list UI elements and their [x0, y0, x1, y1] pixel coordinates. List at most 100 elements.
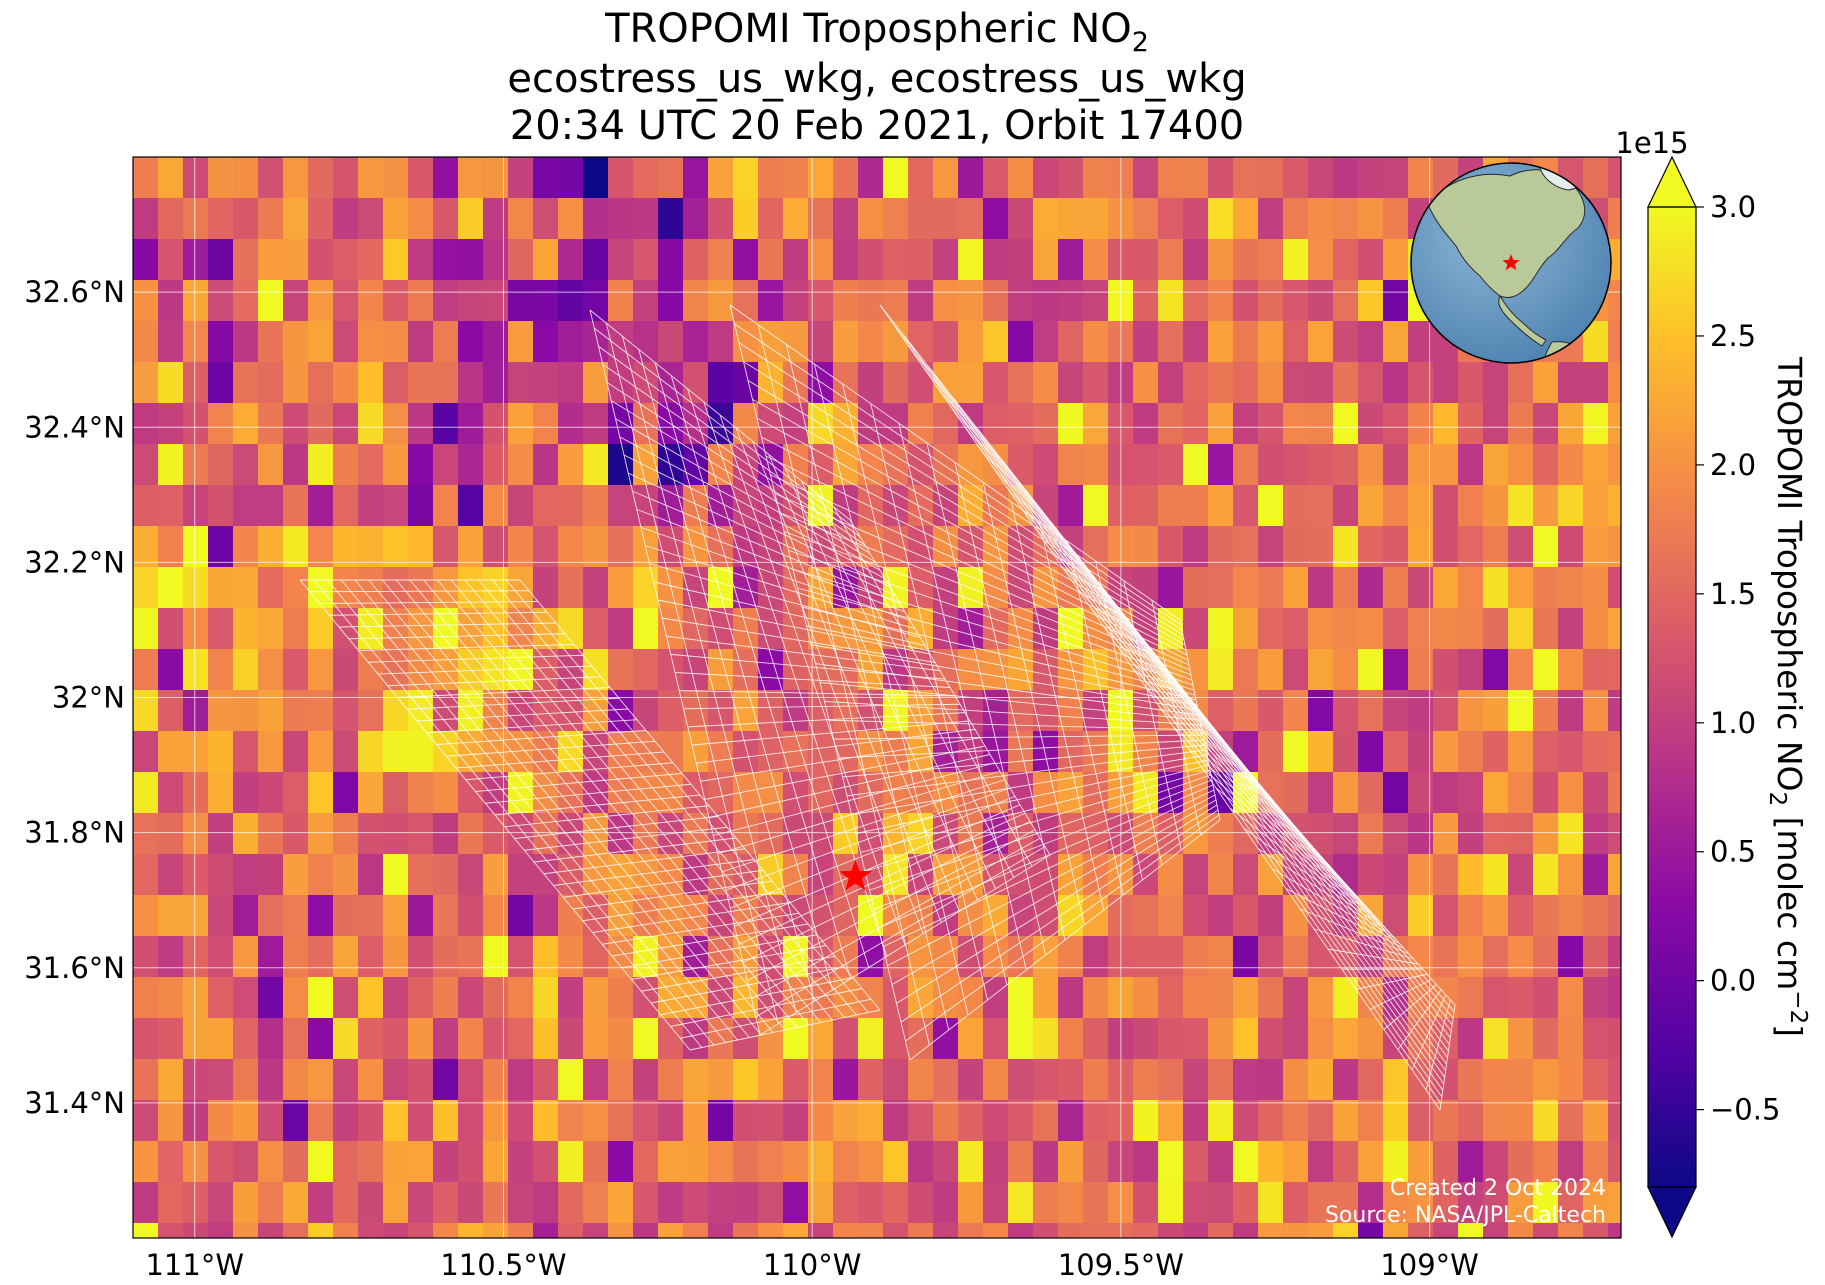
footprint-line [485, 783, 692, 804]
lon-tick-label: 110°W [763, 1248, 862, 1282]
no2-pixel [1158, 977, 1184, 1019]
no2-pixel [1233, 936, 1259, 978]
no2-pixel [1608, 280, 1621, 322]
no2-pixel [1608, 362, 1621, 404]
no2-pixel [1358, 485, 1384, 527]
no2-pixel [733, 198, 759, 240]
no2-pixel [983, 936, 1009, 978]
footprint-line [514, 816, 719, 839]
no2-pixel [283, 157, 309, 199]
no2-pixel [208, 854, 234, 896]
no2-pixel [183, 198, 209, 240]
no2-pixel [483, 403, 509, 445]
no2-pixel [1358, 731, 1384, 773]
footprint-line [645, 545, 916, 630]
no2-pixel [1033, 1141, 1059, 1183]
no2-pixel [1333, 239, 1359, 281]
no2-pixel [1583, 485, 1609, 527]
no2-pixel [258, 1100, 284, 1142]
no2-pixel [433, 1059, 459, 1101]
no2-pixel [1358, 280, 1384, 322]
no2-pixel [358, 1182, 384, 1224]
no2-pixel [1083, 1182, 1109, 1224]
footprint-line [1145, 687, 1359, 898]
no2-pixel [183, 649, 209, 691]
no2-pixel [708, 526, 734, 568]
no2-pixel [458, 1018, 484, 1060]
colorbar-frame [1647, 206, 1697, 1188]
no2-pixel [858, 690, 884, 732]
no2-pixel [283, 772, 309, 814]
no2-pixel [1458, 977, 1484, 1019]
no2-pixel [608, 1018, 634, 1060]
no2-pixel [958, 321, 984, 363]
globe-north-america [1427, 169, 1586, 299]
no2-pixel [708, 321, 734, 363]
no2-pixel [858, 1141, 884, 1183]
no2-pixel [758, 239, 784, 281]
footprint-line [319, 601, 539, 604]
no2-pixel [333, 526, 359, 568]
no2-pixel [1283, 1018, 1309, 1060]
no2-pixel [833, 936, 859, 978]
no2-pixel [783, 1100, 809, 1142]
no2-pixel [283, 1223, 309, 1238]
footprint-line [679, 690, 956, 697]
no2-pixel [558, 977, 584, 1019]
no2-pixel [358, 198, 384, 240]
no2-pixel [933, 239, 959, 281]
no2-pixel [1508, 1100, 1534, 1142]
lat-tick-label: 32°N [52, 681, 125, 715]
no2-pixel [483, 1141, 509, 1183]
no2-pixel [1533, 1100, 1559, 1142]
no2-pixel [133, 280, 159, 322]
no2-pixel [983, 1223, 1009, 1238]
no2-pixel [183, 280, 209, 322]
no2-pixel [1508, 485, 1534, 527]
no2-pixel [433, 772, 459, 814]
no2-pixel [1333, 1182, 1359, 1224]
no2-pixel [683, 280, 709, 322]
footprint-line [1299, 908, 1409, 955]
no2-pixel [208, 362, 234, 404]
title-subscript: 2 [1131, 27, 1149, 58]
no2-pixel [1458, 1141, 1484, 1183]
no2-pixel [1333, 936, 1359, 978]
no2-pixel [258, 854, 284, 896]
no2-pixel [183, 608, 209, 650]
no2-pixel [683, 1223, 709, 1238]
no2-pixel [258, 157, 284, 199]
no2-pixel [1083, 1018, 1109, 1060]
no2-pixel [358, 936, 384, 978]
no2-pixel [933, 321, 959, 363]
no2-pixel [1483, 362, 1509, 404]
no2-pixel [508, 608, 534, 650]
no2-pixel [358, 403, 384, 445]
no2-pixel [1508, 403, 1534, 445]
no2-pixel [1183, 157, 1209, 199]
no2-pixel [1008, 444, 1034, 486]
no2-pixel [133, 854, 159, 896]
no2-pixel [858, 1018, 884, 1060]
no2-pixel [1258, 280, 1284, 322]
no2-pixel [458, 731, 484, 773]
no2-pixel [558, 321, 584, 363]
no2-pixel [1058, 280, 1084, 322]
no2-pixel [133, 731, 159, 773]
no2-pixel [1308, 936, 1334, 978]
no2-pixel [708, 1018, 734, 1060]
no2-pixel [1158, 526, 1184, 568]
no2-pixel [1608, 854, 1621, 896]
no2-pixel [1208, 485, 1234, 527]
no2-pixel [208, 321, 234, 363]
no2-pixel [783, 198, 809, 240]
no2-pixel [858, 198, 884, 240]
no2-pixel [858, 157, 884, 199]
no2-pixel [633, 280, 659, 322]
no2-pixel [833, 444, 859, 486]
footprint-line [751, 837, 1041, 1000]
no2-pixel [333, 1182, 359, 1224]
no2-pixel [1233, 977, 1259, 1019]
no2-pixel [208, 1223, 234, 1238]
no2-pixel [133, 157, 159, 199]
